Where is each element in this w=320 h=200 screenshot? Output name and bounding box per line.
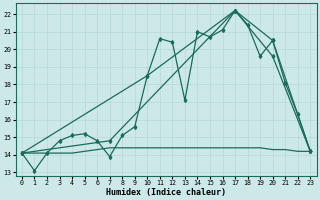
X-axis label: Humidex (Indice chaleur): Humidex (Indice chaleur) (106, 188, 226, 197)
